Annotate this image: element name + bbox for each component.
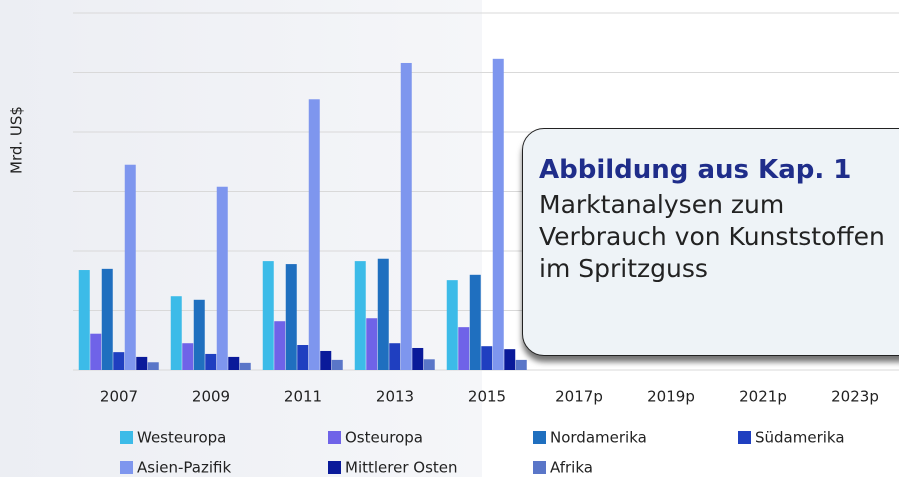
y-axis-label: Mrd. US$ [8, 106, 26, 174]
bar [469, 274, 481, 370]
x-tick-label: 2009 [192, 388, 230, 406]
x-tick-label: 2007 [100, 388, 138, 406]
legend-label: Osteuropa [345, 429, 423, 447]
bar [285, 264, 297, 370]
bar [400, 62, 412, 370]
legend-label: Westeuropa [137, 429, 226, 447]
bar [205, 353, 217, 370]
bar [389, 343, 401, 370]
callout-line: im Spritzguss [539, 254, 708, 283]
bar [262, 261, 274, 370]
x-tick-label: 2023p [831, 388, 879, 406]
callout-line: Marktanalysen zum [539, 190, 785, 219]
legend-swatch [328, 461, 341, 474]
bar [377, 258, 389, 370]
callout-title: Abbildung aus Kap. 1 [539, 155, 852, 185]
callout: Abbildung aus Kap. 1 Marktanalysen zum V… [522, 128, 899, 356]
bar [136, 356, 148, 370]
legend-swatch [328, 431, 341, 444]
bar [320, 350, 332, 370]
x-tick-label: 2017p [555, 388, 603, 406]
legend-label: Mittlerer Osten [345, 459, 458, 477]
legend-label: Nordamerika [550, 429, 647, 447]
bar [90, 333, 102, 370]
bar [297, 345, 309, 370]
x-tick-label: 2021p [739, 388, 787, 406]
x-tick-label: 2019p [647, 388, 695, 406]
legend-swatch [120, 461, 133, 474]
bar [101, 268, 113, 370]
bar [239, 362, 251, 370]
bar [492, 58, 504, 370]
x-tick-label: 2015 [468, 388, 506, 406]
bar [113, 352, 125, 370]
legend-swatch [738, 431, 751, 444]
legend-swatch [533, 431, 546, 444]
bar [147, 362, 159, 370]
legend-swatch [533, 461, 546, 474]
legend-label: Afrika [550, 459, 593, 477]
bar [446, 280, 458, 370]
bar [458, 327, 470, 370]
x-tick-label: 2013 [376, 388, 414, 406]
bar [308, 99, 320, 371]
bar [274, 321, 286, 370]
bar [228, 356, 240, 370]
bar [170, 296, 182, 370]
legend-label: Asien-Pazifik [137, 459, 231, 477]
legend-label: Südamerika [755, 429, 845, 447]
bar [412, 347, 424, 370]
bar [124, 164, 136, 370]
bar [481, 346, 493, 370]
bar [78, 270, 90, 370]
bar [216, 186, 228, 370]
bar [515, 359, 527, 370]
legend-swatch [120, 431, 133, 444]
bar [193, 299, 205, 370]
bar [182, 343, 194, 370]
callout-line: Verbrauch von Kunststoffen [539, 222, 885, 251]
bar [504, 349, 516, 370]
x-tick-label: 2011 [284, 388, 322, 406]
bar [331, 359, 343, 370]
bar [366, 318, 378, 370]
bar [423, 359, 435, 370]
bar [354, 261, 366, 370]
